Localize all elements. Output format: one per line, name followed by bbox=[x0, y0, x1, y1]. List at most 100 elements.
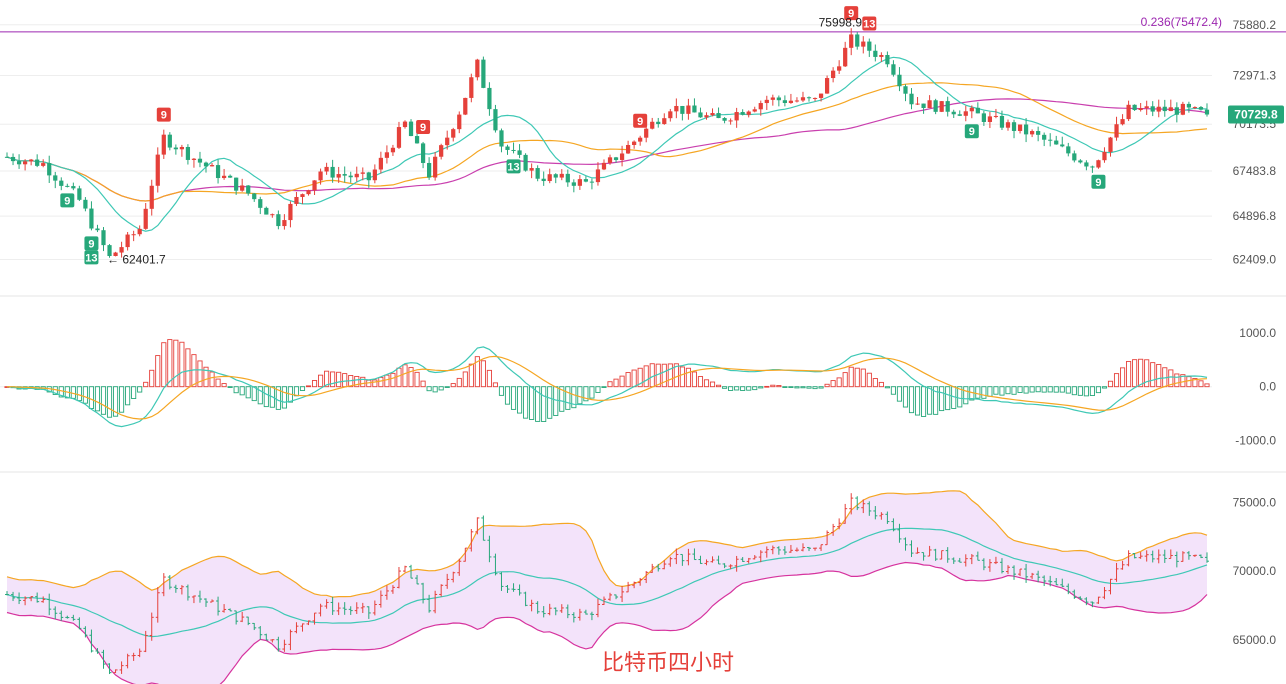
candle-body bbox=[1102, 151, 1107, 161]
candle-body bbox=[800, 97, 806, 101]
macd-histogram-bar bbox=[517, 386, 523, 414]
td-marker-label: 9 bbox=[637, 116, 643, 128]
candle-body bbox=[71, 186, 76, 189]
macd-histogram-bar bbox=[155, 355, 161, 388]
macd-histogram-bar bbox=[890, 386, 896, 395]
candle-body bbox=[656, 121, 661, 125]
candle-body bbox=[1011, 122, 1017, 131]
macd-histogram-bar bbox=[908, 386, 915, 414]
current-price-value: 70729.8 bbox=[1234, 108, 1278, 122]
macd-histogram-bar bbox=[209, 371, 215, 388]
macd-histogram-bar bbox=[197, 360, 203, 388]
macd-histogram-bar bbox=[185, 348, 191, 388]
candle-body bbox=[179, 146, 184, 150]
candle-body bbox=[927, 100, 932, 109]
macd-histogram-bar bbox=[649, 363, 655, 388]
candle-body bbox=[963, 111, 968, 116]
macd-histogram-bar bbox=[939, 386, 945, 412]
candle-body bbox=[1030, 131, 1035, 135]
candle-body bbox=[282, 220, 287, 227]
candle-body bbox=[873, 50, 878, 57]
macd-histogram-bar bbox=[842, 372, 848, 388]
macd-histogram-bar bbox=[106, 386, 113, 418]
macd-histogram-bar bbox=[770, 384, 776, 388]
candle-body bbox=[1096, 160, 1101, 168]
macd-histogram-bar bbox=[595, 386, 601, 393]
macd-histogram-bar bbox=[100, 386, 107, 415]
current-price-tag-bg bbox=[1228, 105, 1284, 124]
macd-histogram-bar bbox=[715, 384, 722, 388]
macd-histogram-bar bbox=[233, 386, 239, 394]
macd-histogram-bar bbox=[860, 368, 866, 388]
candle-body bbox=[360, 172, 365, 174]
candle-body bbox=[915, 103, 920, 105]
candle-body bbox=[1023, 124, 1029, 135]
candle-body bbox=[1174, 107, 1179, 115]
candle-body bbox=[1204, 109, 1210, 115]
candle-body bbox=[987, 116, 993, 122]
macd-histogram-bar bbox=[667, 363, 673, 388]
price-ma-line-2 bbox=[6, 56, 1208, 232]
candle-body bbox=[1180, 103, 1185, 115]
td-marker-sell bbox=[862, 16, 877, 31]
candle-body bbox=[137, 228, 142, 235]
macd-histogram-bar bbox=[396, 367, 402, 388]
macd-histogram-bar bbox=[1180, 374, 1186, 388]
macd-histogram-bar bbox=[957, 386, 963, 408]
macd-histogram-bar bbox=[1017, 386, 1023, 393]
macd-histogram-bar bbox=[547, 386, 553, 419]
candle-body bbox=[83, 199, 88, 209]
candle-body bbox=[553, 174, 558, 178]
candle-body bbox=[891, 64, 896, 75]
macd-histogram-bar bbox=[740, 386, 746, 391]
candle-body bbox=[240, 185, 245, 191]
macd-histogram-bar bbox=[342, 373, 348, 388]
macd-histogram-bar bbox=[987, 386, 993, 397]
candle-body bbox=[1066, 146, 1071, 154]
td-marker-label: 13 bbox=[507, 161, 519, 173]
macd-histogram-bar bbox=[432, 386, 438, 393]
price-y-tick-label: 72971.3 bbox=[1233, 68, 1277, 82]
macd-histogram-bar bbox=[480, 360, 486, 388]
candle-body bbox=[957, 114, 962, 116]
macd-histogram-bar bbox=[709, 381, 716, 388]
macd-y-tick-label: 0.0 bbox=[1259, 380, 1276, 394]
candle-body bbox=[228, 175, 233, 178]
td-marker-buy bbox=[964, 124, 979, 139]
macd-histogram-bar bbox=[1138, 358, 1144, 388]
macd-histogram-bar bbox=[866, 372, 872, 388]
macd-histogram-bar bbox=[571, 386, 577, 409]
candle-body bbox=[354, 173, 359, 178]
candle-body bbox=[300, 194, 305, 197]
macd-histogram-bar bbox=[179, 341, 185, 388]
candle-body bbox=[812, 97, 818, 99]
candle-body bbox=[439, 145, 444, 157]
candle-body bbox=[589, 181, 595, 183]
candle-body bbox=[529, 168, 534, 171]
candle-body bbox=[505, 146, 510, 150]
macd-histogram-bar bbox=[94, 386, 101, 412]
macd-histogram-bar bbox=[619, 375, 625, 388]
candle-body bbox=[312, 180, 317, 191]
macd-histogram-bar bbox=[703, 379, 710, 388]
macd-histogram-bar bbox=[902, 386, 909, 408]
candle-body bbox=[1138, 108, 1143, 111]
macd-histogram-bar bbox=[1077, 386, 1083, 396]
candle-body bbox=[77, 188, 82, 200]
candle-body bbox=[541, 178, 546, 182]
candle-body bbox=[849, 34, 854, 48]
td-marker-label: 9 bbox=[1095, 177, 1101, 189]
macd-dif-line bbox=[6, 346, 1208, 428]
candle-body bbox=[270, 214, 275, 216]
macd-histogram-bar bbox=[782, 386, 788, 388]
candle-body bbox=[632, 141, 637, 145]
candle-body bbox=[788, 100, 794, 103]
macd-histogram-bar bbox=[390, 372, 396, 388]
macd-histogram-bar bbox=[492, 382, 499, 388]
candle-body bbox=[246, 185, 251, 194]
macd-histogram-bar bbox=[1126, 360, 1132, 388]
candle-body bbox=[95, 228, 100, 231]
candle-body bbox=[764, 99, 769, 104]
candle-body bbox=[1090, 166, 1095, 168]
candle-body bbox=[861, 41, 866, 47]
